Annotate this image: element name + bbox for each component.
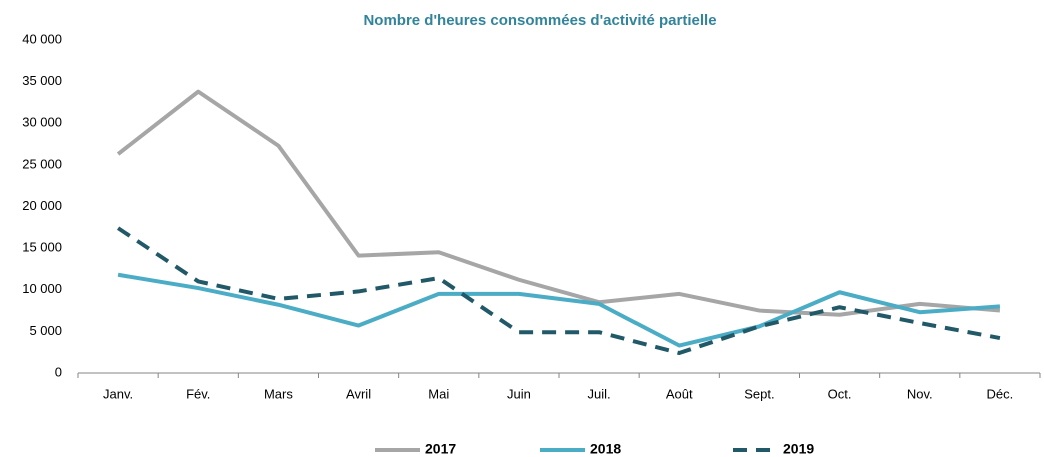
x-tick-label: Juil. (588, 386, 611, 401)
x-tick-label: Juin (507, 386, 531, 401)
x-tick-label: Mai (428, 386, 449, 401)
x-tick-label: Janv. (103, 386, 133, 401)
series-line (116, 89, 1001, 317)
chart-title: Nombre d'heures consommées d'activité pa… (363, 12, 716, 29)
legend-label: 2017 (425, 441, 456, 457)
y-tick-label: 0 (55, 364, 62, 379)
y-tick-label: 20 000 (22, 198, 62, 213)
y-tick-label: 35 000 (22, 73, 62, 88)
x-tick-label: Nov. (907, 386, 933, 401)
y-tick-label: 40 000 (22, 31, 62, 46)
series-line (117, 272, 1001, 348)
legend-label: 2019 (783, 441, 814, 457)
x-tick-label: Avril (346, 386, 371, 401)
y-tick-label: 30 000 (22, 115, 62, 130)
y-tick-label: 5 000 (29, 323, 62, 338)
x-tick-label: Sept. (744, 386, 774, 401)
y-tick-label: 25 000 (22, 156, 62, 171)
legend-label: 2018 (590, 441, 621, 457)
x-tick-label: Août (666, 386, 693, 401)
x-tick-label: Mars (264, 386, 293, 401)
x-tick-label: Fév. (186, 386, 210, 401)
x-tick-label: Oct. (828, 386, 852, 401)
y-tick-label: 15 000 (22, 240, 62, 255)
x-tick-label: Déc. (987, 386, 1014, 401)
y-tick-label: 10 000 (22, 281, 62, 296)
series-line (116, 226, 1001, 356)
